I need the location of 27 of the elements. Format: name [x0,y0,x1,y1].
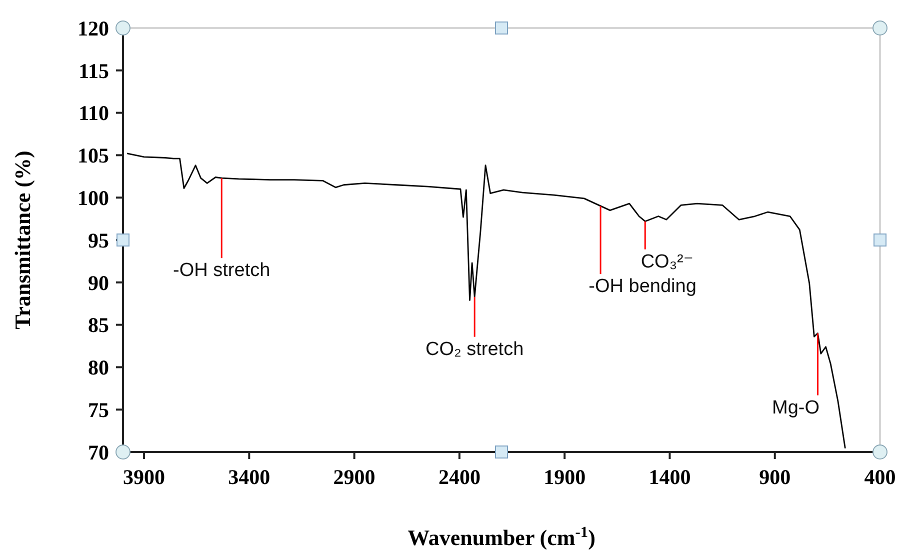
y-tick-label: 75 [88,398,109,422]
annotation: CO₃²⁻ [640,251,694,272]
y-tick-label: 105 [78,144,109,168]
annotation: CO₂ stretch [425,338,524,360]
annotation: Mg-O [772,397,820,418]
x-tick-label: 900 [759,465,791,489]
y-tick-label: 120 [78,16,109,40]
y-tick-label: 90 [88,270,109,295]
x-tick-label: 1400 [648,465,691,489]
y-tick-label: 95 [88,228,109,252]
annotation: -OH stretch [173,260,270,282]
annotation: -OH bending [588,276,696,298]
y-tick-label: 110 [78,101,109,126]
x-tick-label: 1900 [544,465,586,489]
x-tick-label: 2400 [438,465,480,489]
x-tick-label: 3900 [123,465,166,489]
x-tick-label: 2900 [333,465,376,489]
y-tick-label: 80 [88,356,109,380]
x-tick-label: 400 [864,465,896,489]
y-axis-title: Transmittance (%) [10,150,35,330]
y-tick-label: 115 [78,58,109,83]
y-tick-label: 70 [88,440,109,464]
x-tick-label: 3400 [228,465,270,489]
y-tick-label: 100 [78,186,109,210]
line-series [126,152,846,448]
y-tick-label: 85 [88,313,109,338]
x-axis-title: Wavenumber (cm$^{-1}$) [408,524,596,550]
